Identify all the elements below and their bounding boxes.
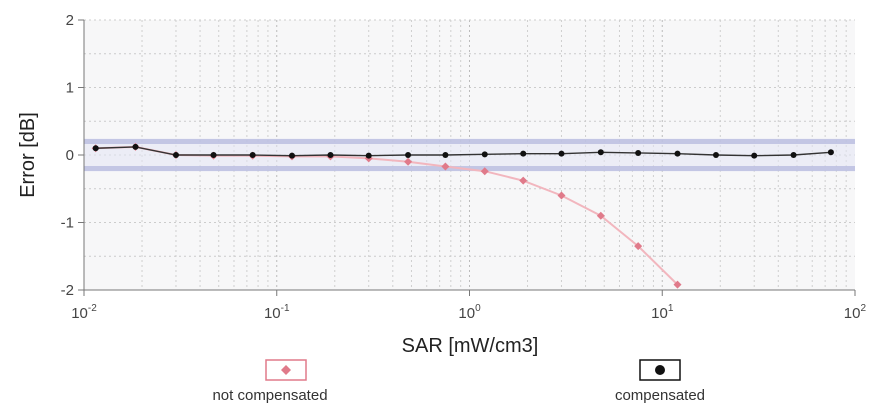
data-point (481, 151, 488, 158)
filled-circle-icon (655, 365, 665, 375)
legend-label: not compensated (212, 387, 327, 404)
x-tick-label: 102 (844, 303, 867, 322)
diamond-icon (281, 365, 291, 375)
data-point (327, 152, 334, 158)
data-point (712, 152, 719, 158)
data-point (673, 280, 682, 289)
data-point (132, 143, 139, 150)
legend-item: compensated (615, 359, 705, 404)
x-tick-label: 100 (458, 303, 481, 322)
y-tick-label: 2 (66, 12, 74, 29)
x-tick-label: 10-2 (71, 303, 97, 322)
data-point (751, 152, 758, 159)
series-compensated (92, 143, 834, 159)
data-point (519, 176, 528, 185)
data-point (558, 150, 565, 157)
legend: not compensated compensated (212, 359, 705, 404)
data-point (404, 157, 413, 166)
data-point (210, 152, 217, 158)
y-tick-label: -1 (61, 215, 74, 232)
data-point (557, 191, 566, 200)
y-tick-label: -2 (61, 282, 74, 299)
data-point (827, 149, 834, 156)
x-axis-label: SAR [mW/cm3] (402, 335, 539, 357)
data-point (674, 150, 681, 157)
x-tick-label: 10-1 (264, 303, 290, 322)
data-point (520, 150, 527, 157)
series-line (95, 146, 831, 157)
y-tick-label: 1 (66, 80, 74, 97)
data-point (596, 211, 605, 220)
data-point (634, 242, 643, 251)
data-point (92, 145, 99, 152)
data-point (172, 152, 179, 158)
legend-item: not compensated (212, 359, 328, 404)
legend-label: compensated (615, 387, 705, 404)
data-point (597, 149, 604, 156)
y-axis-label: Error [dB] (17, 112, 39, 198)
data-point (790, 152, 797, 158)
data-point (365, 152, 372, 159)
data-point (441, 162, 450, 171)
y-tick-label: 0 (66, 147, 74, 164)
data-point (289, 152, 296, 159)
data-point (442, 152, 449, 158)
x-tick-label: 101 (651, 303, 674, 322)
data-point (249, 152, 256, 158)
data-point (635, 149, 642, 156)
data-point (405, 152, 412, 158)
data-point (480, 167, 489, 176)
